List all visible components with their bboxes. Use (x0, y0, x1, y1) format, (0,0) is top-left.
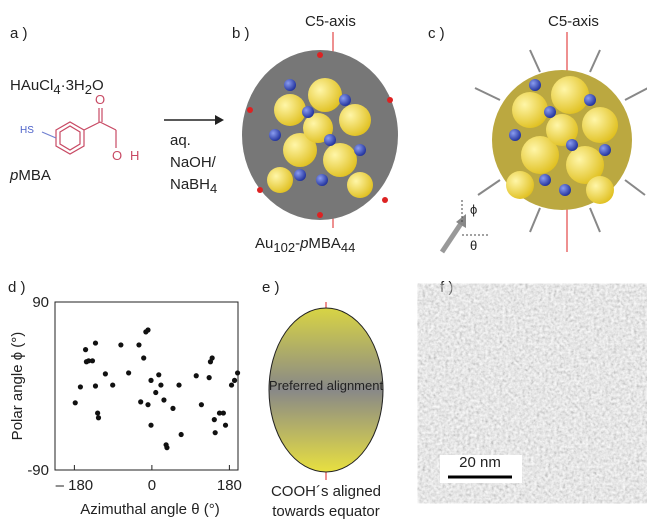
caption: COOH´s aligned (271, 483, 381, 500)
point (221, 410, 226, 415)
point (145, 327, 150, 332)
panel-label: b ) (232, 25, 250, 42)
text: HAuCl (10, 77, 53, 94)
panel-label: d ) (8, 279, 26, 296)
x-axis-label: Azimuthal angle θ (°) (80, 501, 219, 518)
axis-label: C5-axis (548, 13, 599, 30)
atom-label: H (130, 148, 139, 163)
axis-label: C5-axis (305, 13, 356, 30)
point (176, 382, 181, 387)
pmba-structure (42, 108, 116, 154)
point (103, 371, 108, 376)
point (207, 375, 212, 380)
text: ·3H (61, 77, 85, 94)
point (199, 402, 204, 407)
point (90, 358, 95, 363)
point (126, 370, 131, 375)
text: Au (255, 235, 273, 252)
angle-label: ϕ (470, 202, 477, 217)
point (213, 430, 218, 435)
text: 44 (341, 240, 355, 255)
point (145, 402, 150, 407)
y-tick-label: -90 (27, 462, 49, 479)
panel-label: c ) (428, 25, 445, 42)
text: 102 (273, 240, 295, 255)
point (93, 340, 98, 345)
text: 4 (53, 82, 60, 97)
point (95, 410, 100, 415)
point (179, 432, 184, 437)
point (161, 397, 166, 402)
atom-label: O (95, 92, 105, 107)
condition: NaOH/ (170, 154, 217, 171)
cluster-caption: Au102-pMBA44 (255, 235, 355, 255)
point (158, 382, 163, 387)
x-tick-label: – 180 (56, 477, 94, 494)
point (141, 355, 146, 360)
figure: a ) HAuCl4·3H2O HS O O H pMBA aq. NaOH/ … (0, 0, 647, 522)
panel-label: a ) (10, 25, 28, 42)
point (138, 399, 143, 404)
scatter-plot: – 180 0 180 90 -90 (27, 294, 242, 494)
text: MBA (308, 235, 341, 252)
point (118, 342, 123, 347)
text: 4 (210, 181, 217, 196)
text: p (9, 167, 18, 184)
point (223, 423, 228, 428)
scale-label: 20 nm (459, 454, 501, 471)
point (96, 415, 101, 420)
cluster-b (242, 50, 398, 220)
orientation-icon (442, 200, 490, 252)
point (78, 384, 83, 389)
point (170, 406, 175, 411)
text: MBA (18, 167, 51, 184)
point (232, 378, 237, 383)
condition: aq. (170, 132, 191, 149)
point (136, 342, 141, 347)
point (93, 383, 98, 388)
point (148, 378, 153, 383)
text: p (299, 235, 308, 252)
point (194, 373, 199, 378)
panel-label: e ) (262, 279, 280, 296)
x-tick-label: 180 (217, 477, 242, 494)
point (212, 417, 217, 422)
caption: towards equator (272, 503, 380, 520)
point (73, 400, 78, 405)
cluster-c (475, 50, 647, 232)
x-tick-label: 0 (148, 477, 156, 494)
text: 2 (85, 82, 92, 97)
atom-label: O (112, 148, 122, 163)
point (235, 370, 240, 375)
condition: NaBH4 (170, 176, 217, 196)
y-tick-label: 90 (32, 294, 49, 311)
point (110, 382, 115, 387)
panel-label: f ) (440, 279, 453, 296)
point (210, 355, 215, 360)
point (148, 423, 153, 428)
text: NaBH (170, 176, 210, 193)
point (164, 445, 169, 450)
reaction-arrow (164, 115, 224, 125)
compound-name: pMBA (9, 167, 51, 184)
alignment-label: Preferred alignment (269, 378, 384, 393)
angle-label: θ (470, 238, 477, 253)
atom-label: HS (20, 125, 34, 136)
point (83, 347, 88, 352)
reagent: HAuCl4·3H2O (10, 77, 104, 97)
y-axis-label: Polar angle ϕ (°) (9, 332, 26, 441)
point (153, 390, 158, 395)
point (229, 382, 234, 387)
point (156, 372, 161, 377)
